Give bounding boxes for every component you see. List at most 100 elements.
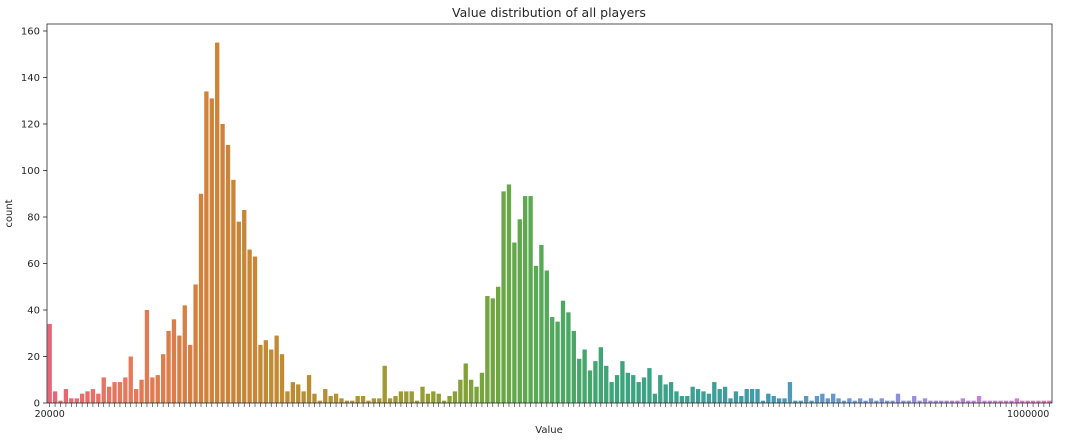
bar (523, 196, 528, 403)
bar (117, 382, 123, 403)
bar (350, 400, 355, 403)
bar (436, 393, 441, 403)
bar (247, 249, 252, 403)
bar (409, 391, 414, 403)
bar (647, 368, 652, 403)
bar (712, 382, 717, 403)
bar (285, 391, 290, 403)
bar (447, 396, 452, 403)
bar (728, 398, 733, 403)
bar (468, 379, 474, 403)
bar (323, 389, 328, 403)
bar (166, 330, 171, 403)
bar (593, 361, 598, 403)
bar (636, 382, 641, 403)
bar (566, 312, 571, 403)
y-tick-label: 100 (21, 166, 40, 177)
bar (371, 398, 377, 403)
bar (171, 319, 177, 403)
bar (96, 393, 101, 403)
bar (1009, 400, 1014, 403)
bar (236, 221, 241, 403)
bar (479, 372, 485, 403)
bar (517, 219, 522, 403)
bar (550, 316, 555, 403)
bar (317, 400, 323, 403)
bar (890, 400, 895, 403)
bar (360, 396, 366, 403)
bar (366, 400, 371, 403)
bar (155, 375, 160, 403)
bars-layer (47, 42, 1052, 404)
bar (512, 242, 517, 403)
bar (296, 384, 301, 403)
bar (301, 391, 306, 403)
bar (182, 305, 187, 403)
bar (976, 396, 982, 403)
bar (404, 391, 409, 403)
bar (279, 354, 285, 403)
bar (231, 179, 236, 403)
bar (1025, 400, 1030, 403)
bar (269, 349, 274, 403)
bar (215, 42, 220, 403)
bar (587, 370, 593, 403)
y-ticks-layer: 0 20 40 60 80 100 120 140 160 (21, 26, 47, 410)
bar (101, 377, 106, 403)
bar (490, 298, 495, 403)
bar (209, 98, 214, 404)
bar (771, 396, 776, 403)
bar (188, 344, 193, 403)
bar (328, 396, 333, 403)
bar (63, 389, 69, 403)
bar (242, 210, 247, 403)
bar (674, 391, 679, 403)
bar (960, 398, 966, 403)
bar (177, 335, 182, 403)
bar (614, 375, 620, 403)
bar (290, 382, 296, 403)
bar (928, 400, 933, 403)
y-tick-label: 60 (27, 259, 40, 270)
bar (955, 400, 960, 403)
bar (198, 193, 204, 403)
bar (128, 356, 133, 403)
y-tick-label: 20 (27, 352, 40, 363)
bar (150, 377, 155, 403)
x-ticks-layer: 20000 1000000 (35, 403, 1050, 420)
bar (939, 400, 944, 403)
bar (912, 396, 917, 403)
bar (858, 398, 863, 403)
plot-frame (46, 23, 1053, 404)
bar (798, 400, 803, 403)
bar (387, 398, 393, 403)
bar (793, 400, 798, 403)
x-tick-label: 1000000 (1007, 409, 1049, 420)
bar (539, 244, 544, 403)
bar (339, 398, 344, 403)
bar (112, 382, 117, 403)
bar (571, 330, 576, 403)
bar (533, 265, 539, 403)
bar (90, 389, 96, 403)
bar (382, 365, 387, 403)
bar (420, 386, 425, 403)
bar (949, 400, 955, 403)
bar (971, 400, 976, 403)
bar (425, 393, 431, 403)
bar (895, 393, 901, 403)
y-axis-label: count (4, 199, 15, 227)
bar (739, 396, 744, 403)
bar (874, 400, 879, 403)
bar (496, 286, 501, 403)
bar (431, 391, 436, 403)
bar (782, 398, 787, 403)
bar (85, 391, 90, 403)
bar (414, 400, 420, 403)
bar (722, 386, 728, 403)
bar (474, 386, 479, 403)
bar (139, 379, 144, 403)
bar (582, 349, 587, 403)
bar (1014, 398, 1020, 403)
